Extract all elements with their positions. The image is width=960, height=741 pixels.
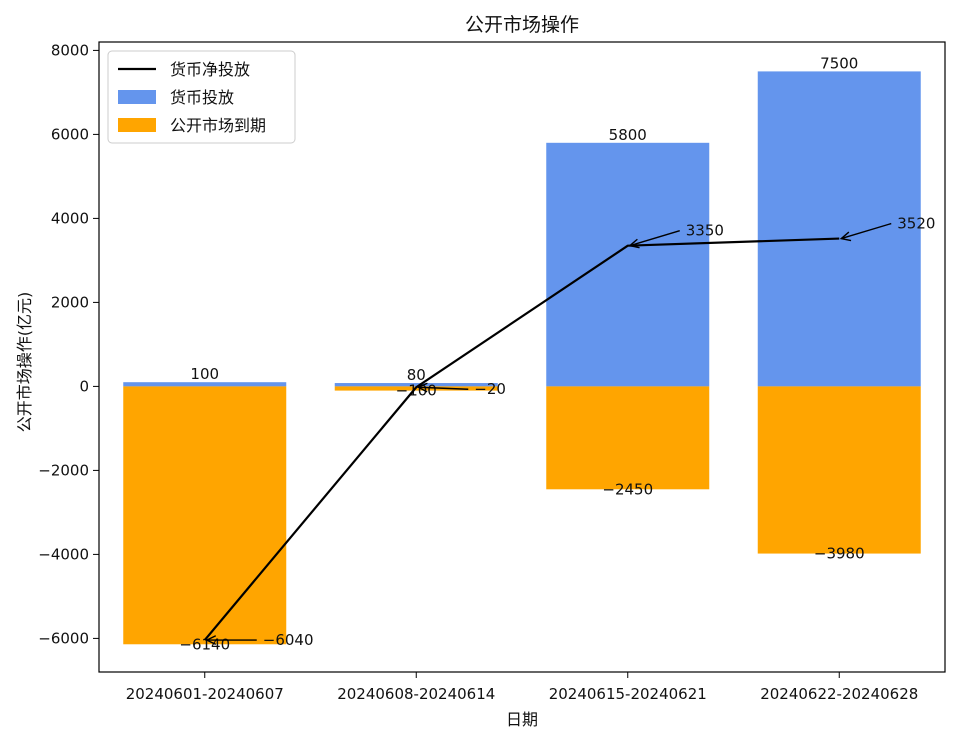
plot-area: 100 80 5800 7500 −6140 −100 −2450 −3980 −6040 −20… [38, 41, 946, 703]
bar-injection-1 [334, 383, 498, 387]
net-arrow-head-1 [416, 382, 428, 393]
x-axis-title: 日期 [506, 710, 538, 729]
y-tick-label-6: 6000 [51, 125, 89, 143]
y-tick-label-7: 8000 [51, 41, 89, 59]
plot-frame [98, 41, 946, 673]
net-arrow-shaft-1 [418, 386, 469, 390]
x-tick-label-2: 20240615-20240621 [549, 685, 707, 703]
x-tick-label-1: 20240608-20240614 [337, 685, 495, 703]
y-axis-title: 公开市场操作(亿元) [15, 292, 34, 433]
legend-label-0: 货币净投放 [170, 60, 250, 79]
y-tick-label-0: −6000 [38, 629, 89, 647]
chart-title: 公开市场操作 [465, 14, 579, 36]
bar-label-injection-0: 100 [190, 365, 219, 383]
x-tick-label-3: 20240622-20240628 [760, 685, 918, 703]
net-label-3: 3520 [897, 215, 935, 233]
bar-injection-2 [546, 142, 710, 387]
bar-label-injection-1: 80 [407, 366, 426, 384]
x-tick-label-0: 20240601-20240607 [126, 685, 284, 703]
legend-label-2: 公开市场到期 [170, 116, 266, 135]
net-injection-line [203, 237, 840, 641]
net-label-2: 3350 [686, 222, 724, 240]
net-label-1: −20 [474, 380, 506, 398]
y-tick-label-3: 0 [79, 377, 89, 395]
bar-label-injection-3: 7500 [820, 54, 858, 72]
net-arrow-shaft-2 [629, 230, 680, 247]
bar-label-injection-2: 5800 [609, 126, 647, 144]
bar-maturity-0 [123, 386, 287, 645]
y-tick-label-5: 4000 [51, 209, 89, 227]
bar-label-maturity-0: −6140 [179, 635, 230, 653]
legend-swatch-2 [118, 118, 156, 132]
net-arrow-head-0 [205, 635, 217, 646]
net-label-0: −6040 [263, 631, 314, 649]
bar-label-maturity-3: −3980 [814, 545, 865, 563]
y-tick-label-4: 2000 [51, 293, 89, 311]
bar-maturity-2 [546, 386, 710, 490]
bar-injection-0 [123, 382, 287, 387]
bar-label-maturity-1: −100 [396, 382, 437, 400]
net-arrow-head-2 [628, 238, 640, 249]
bar-injection-3 [757, 71, 921, 387]
net-arrow-head-3 [839, 231, 852, 242]
y-tick-label-2: −2000 [38, 461, 89, 479]
net-arrow-shaft-3 [841, 222, 892, 240]
bar-maturity-3 [757, 386, 921, 554]
y-tick-label-1: −4000 [38, 545, 89, 563]
legend-label-1: 货币投放 [170, 88, 234, 107]
legend-swatch-1 [118, 90, 156, 104]
bar-label-maturity-2: −2450 [602, 480, 653, 498]
